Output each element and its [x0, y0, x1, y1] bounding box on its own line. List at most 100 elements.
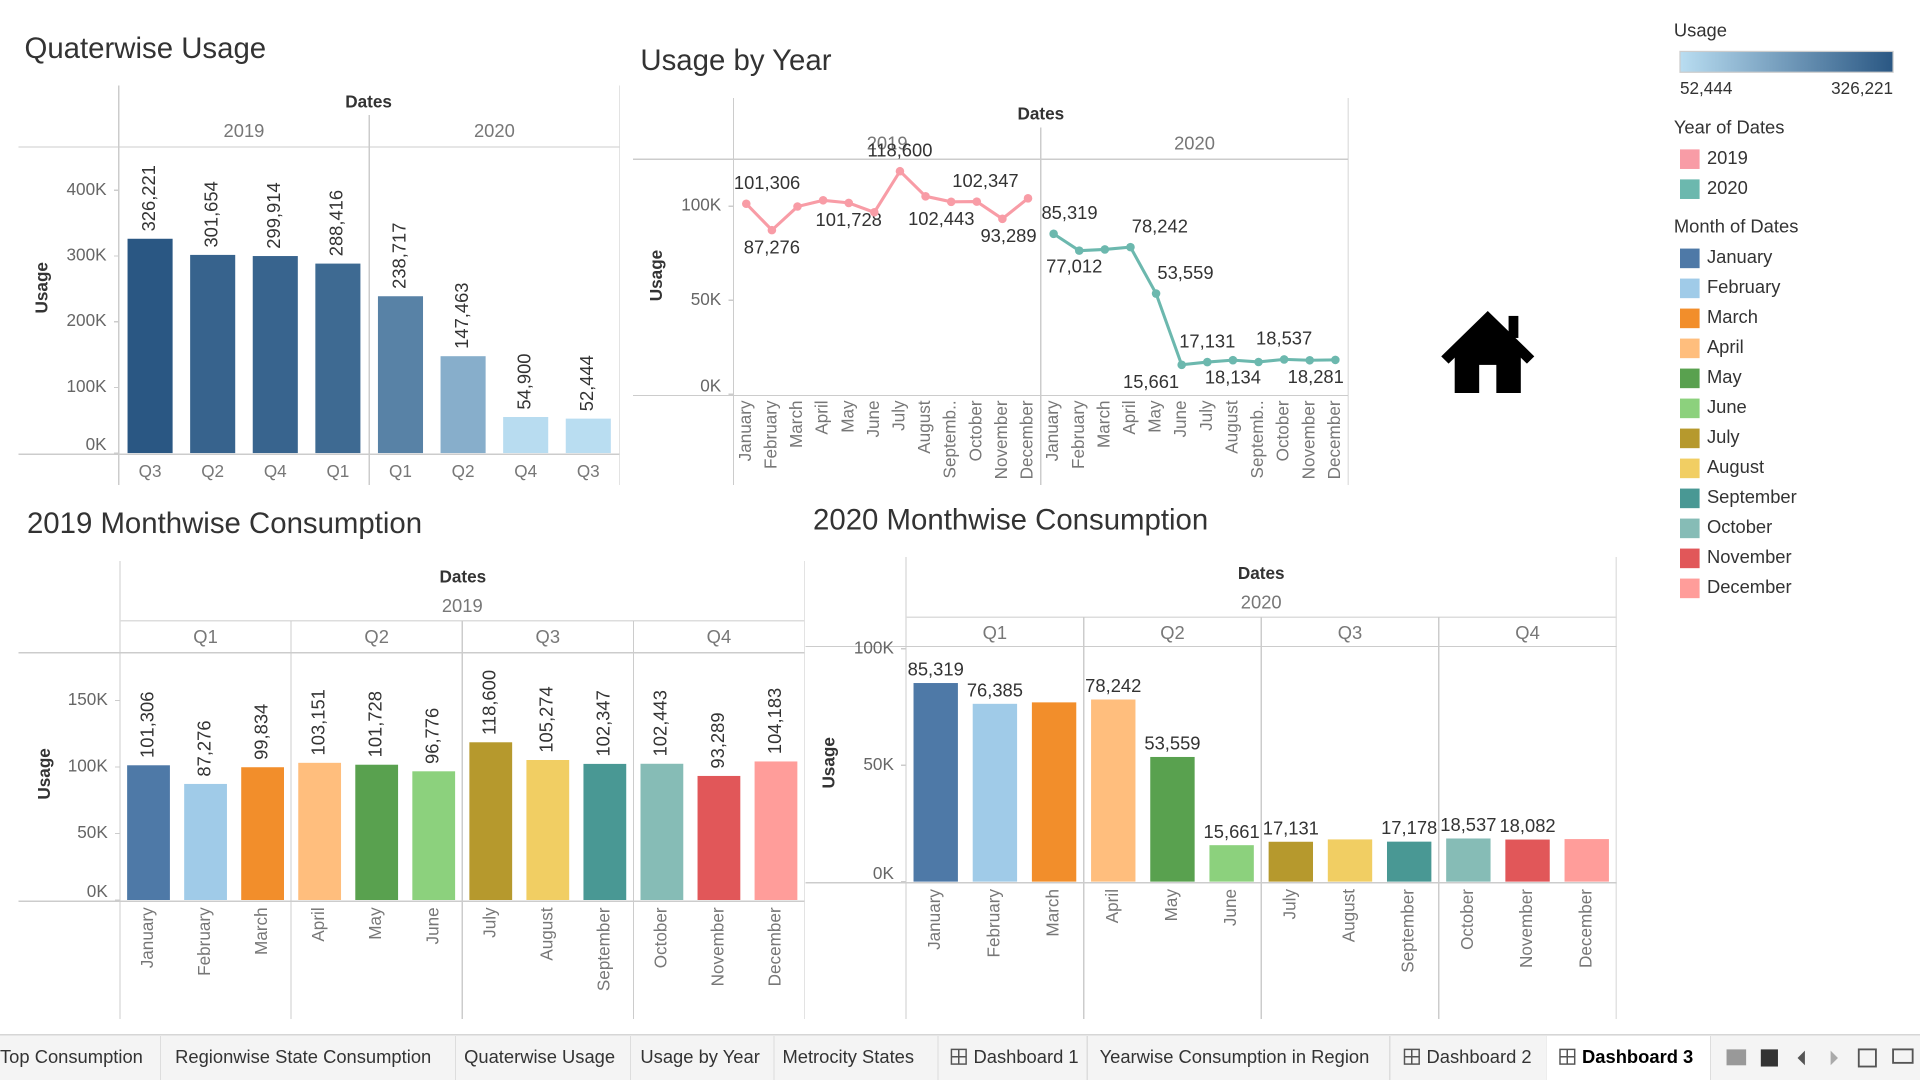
bar — [526, 760, 570, 900]
data-label: 102,443 — [650, 690, 671, 756]
data-label: 102,347 — [593, 690, 614, 756]
data-label: 17,131 — [1263, 817, 1319, 838]
tab-label: Dashboard 1 — [973, 1046, 1078, 1067]
toolbar-icon[interactable] — [1892, 1048, 1914, 1064]
x-tick-label: October — [965, 400, 985, 461]
x-tick-label: Q1 — [326, 461, 349, 481]
x-tick-label: January — [137, 907, 157, 968]
panel-label: Q3 — [1338, 622, 1363, 643]
bar — [1209, 845, 1254, 882]
x-tick-label: March — [251, 907, 271, 955]
x-tick-label: January — [735, 400, 755, 461]
panel-label: Q1 — [193, 626, 218, 647]
x-tick-label: April — [812, 400, 832, 434]
tab[interactable]: Dashboard 1 — [950, 1046, 1079, 1067]
tab[interactable]: Dashboard 2 — [1403, 1046, 1532, 1067]
bar — [1505, 839, 1550, 882]
legend-max: 326,221 — [1831, 78, 1893, 98]
panel-label: Q2 — [1160, 622, 1185, 643]
line-point — [1254, 357, 1263, 367]
legend-item[interactable]: May — [1680, 366, 1743, 389]
bar — [184, 783, 227, 900]
toolbar-icon[interactable] — [1857, 1048, 1877, 1068]
toolbar-icon[interactable] — [1726, 1049, 1747, 1066]
x-tick-label: January — [1042, 400, 1062, 461]
legend-item[interactable]: July — [1680, 426, 1740, 449]
x-tick-label: December — [1575, 889, 1595, 968]
tab[interactable]: Usage by Year — [640, 1046, 759, 1067]
y-tick-label: 50K — [863, 754, 894, 774]
bar — [127, 238, 173, 454]
data-label: 102,347 — [952, 170, 1018, 191]
panel-label: 2020 — [1174, 132, 1215, 153]
data-label: 118,600 — [479, 670, 500, 735]
y-tick-label: 300K — [67, 245, 108, 265]
line-point — [870, 207, 879, 217]
legend-item[interactable]: October — [1680, 516, 1772, 539]
toolbar-icon[interactable] — [1797, 1050, 1805, 1066]
tab[interactable]: Top Consumption — [0, 1046, 143, 1067]
y-tick-label: 100K — [68, 756, 109, 776]
x-tick-label: September — [1398, 889, 1418, 973]
panel-label: 2020 — [474, 120, 515, 141]
x-tick-label: Q3 — [577, 461, 600, 481]
tab[interactable]: Dashboard 3 — [1546, 1035, 1711, 1080]
legend-item[interactable]: 2020 — [1680, 177, 1748, 199]
x-tick-label: August — [536, 907, 556, 961]
legend-label: August — [1707, 456, 1764, 477]
year-label: 2020 — [1241, 592, 1282, 613]
data-label: 54,900 — [514, 353, 535, 409]
y-tick-label: 100K — [854, 637, 895, 657]
header-label: Dates — [345, 91, 392, 111]
legend-item[interactable]: 2019 — [1680, 147, 1748, 169]
legend-swatch — [1680, 149, 1700, 169]
data-label: 101,728 — [365, 691, 386, 757]
data-label: 18,537 — [1256, 328, 1312, 349]
x-tick-label: July — [1279, 889, 1299, 920]
toolbar-icon[interactable] — [1830, 1050, 1838, 1066]
toolbar-icons[interactable] — [1726, 1048, 1914, 1068]
bar — [252, 256, 298, 454]
legend-swatch — [1680, 248, 1700, 269]
legend-swatch — [1680, 458, 1700, 479]
legend-item[interactable]: April — [1680, 336, 1744, 359]
legend-item[interactable]: January — [1680, 246, 1773, 269]
home-icon[interactable] — [1441, 311, 1535, 394]
data-label: 104,183 — [764, 688, 785, 754]
data-label: 77,012 — [1046, 256, 1102, 277]
x-tick-label: November — [1298, 400, 1318, 479]
legend-item[interactable]: December — [1680, 576, 1792, 599]
x-tick-label: December — [1017, 400, 1037, 479]
x-tick-label: May — [365, 907, 385, 940]
x-tick-label: July — [479, 907, 499, 938]
legend-swatch — [1680, 398, 1700, 419]
tab[interactable]: Regionwise State Consumption — [175, 1046, 431, 1067]
legend-item[interactable]: March — [1680, 306, 1758, 329]
x-tick-label: Q4 — [514, 461, 537, 481]
bar — [1091, 699, 1136, 882]
toolbar-icon[interactable] — [1760, 1049, 1778, 1067]
x-tick-label: June — [1220, 889, 1240, 926]
data-label: 18,082 — [1499, 815, 1555, 836]
y-tick-label: 100K — [67, 376, 108, 396]
data-label: 101,306 — [136, 692, 157, 758]
line-point — [946, 197, 956, 207]
legend-item[interactable]: February — [1680, 276, 1781, 299]
legend-swatch — [1680, 179, 1700, 199]
legend-label: May — [1707, 366, 1743, 387]
y-axis-label: Usage — [646, 250, 666, 301]
legend-label: September — [1707, 486, 1797, 507]
x-tick-label: Septemb.. — [1247, 400, 1267, 478]
legend-swatch — [1680, 308, 1700, 329]
legend-item[interactable]: August — [1680, 456, 1764, 479]
tab[interactable]: Quaterwise Usage — [464, 1046, 615, 1067]
tab[interactable]: Yearwise Consumption in Region — [1100, 1046, 1370, 1067]
bar — [241, 767, 284, 900]
chart: Quaterwise Usage Dates Usage 0K 100K 200K 300K… — [18, 32, 621, 485]
legend-item[interactable]: November — [1680, 546, 1792, 569]
legend-label: 2020 — [1707, 177, 1748, 198]
legend-item[interactable]: September — [1680, 486, 1797, 509]
tab[interactable]: Metrocity States — [782, 1046, 914, 1067]
legend-title: Year of Dates — [1674, 116, 1785, 137]
legend-item[interactable]: June — [1680, 396, 1747, 419]
